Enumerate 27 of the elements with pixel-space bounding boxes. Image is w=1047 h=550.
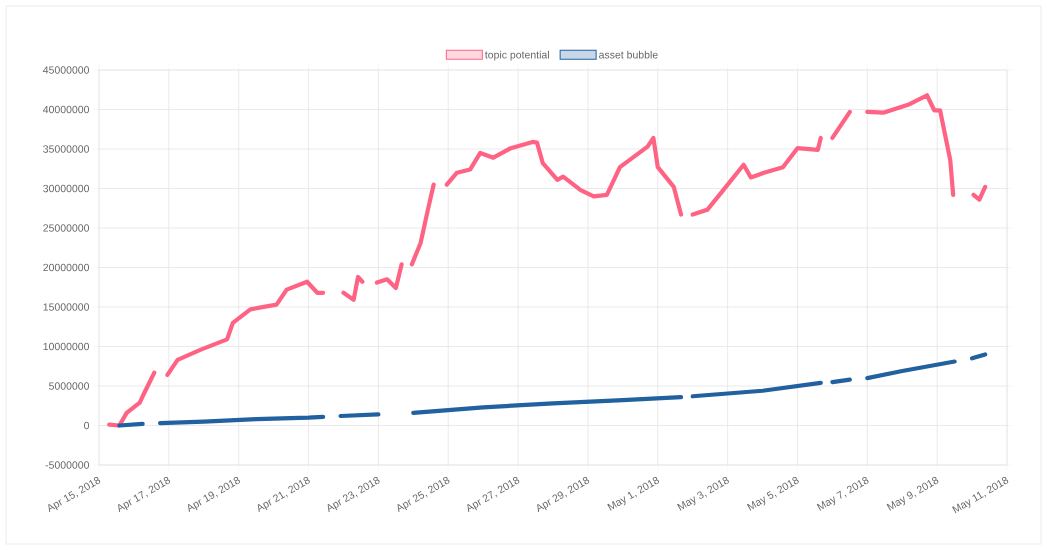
y-tick-label: 10000000 xyxy=(43,342,90,351)
x-tick-label: May 7, 2018 xyxy=(816,476,869,511)
y-tick-label: 15000000 xyxy=(43,303,90,311)
x-tick-label: May 1, 2018 xyxy=(607,476,660,511)
y-tick-label: -5000000 xyxy=(45,461,90,469)
y-tick-label: 5000000 xyxy=(49,382,90,390)
y-tick-label: 20000000 xyxy=(43,263,90,272)
legend-label: asset bubble xyxy=(599,50,658,59)
x-tick-label: Apr 17, 2018 xyxy=(118,476,171,513)
x-tick-label: Apr 19, 2018 xyxy=(187,476,240,513)
x-tick-label: Apr 21, 2018 xyxy=(257,476,310,513)
x-tick-label: Apr 29, 2018 xyxy=(537,476,590,513)
y-tick-label: 40000000 xyxy=(42,105,90,114)
y-tick-label: 0 xyxy=(84,421,90,430)
x-tick-label: Apr 23, 2018 xyxy=(327,476,380,513)
y-tick-label: 35000000 xyxy=(43,145,90,153)
x-tick-label: Apr 25, 2018 xyxy=(397,476,450,513)
legend-label: topic potential xyxy=(484,50,549,61)
x-tick-label: May 9, 2018 xyxy=(886,476,939,511)
y-tick-label: 45000000 xyxy=(42,66,90,74)
y-tick-label: 25000000 xyxy=(43,224,90,232)
y-tick-label: 30000000 xyxy=(43,184,90,193)
x-tick-label: May 3, 2018 xyxy=(677,476,729,511)
x-tick-label: May 5, 2018 xyxy=(746,476,799,511)
x-tick-label: May 11, 2018 xyxy=(952,476,1009,514)
x-tick-label: Apr 27, 2018 xyxy=(467,476,520,513)
x-tick-label: Apr 15, 2018 xyxy=(48,476,101,513)
